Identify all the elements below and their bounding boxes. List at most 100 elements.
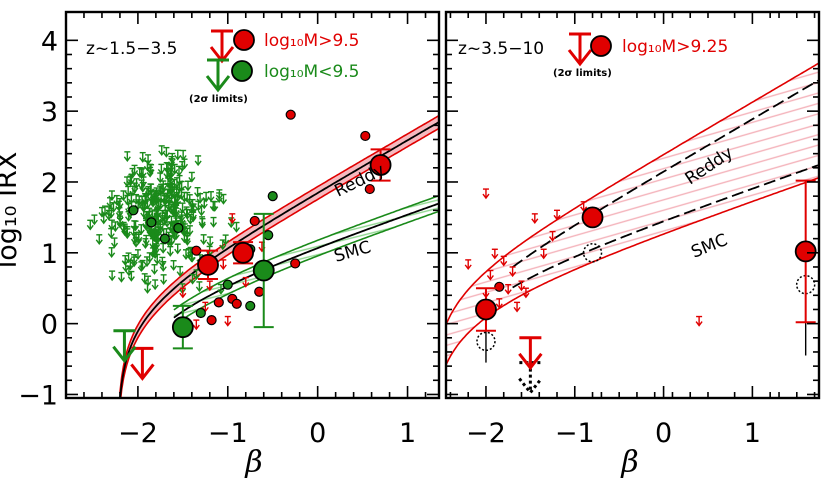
green-upper-limit-head [200, 203, 208, 210]
green-upper-limit-head [106, 202, 114, 208]
green-upper-limit-head [107, 212, 115, 219]
green-upper-limit-head [138, 265, 147, 271]
green-upper-limit-head [166, 251, 174, 257]
smc-dashed-curve [512, 163, 819, 289]
green-upper-limit-head [189, 216, 197, 223]
green-upper-limit-head [137, 229, 145, 235]
green-upper-limit-head [142, 224, 150, 231]
green-upper-limit-head [183, 238, 191, 244]
green-stacked-point [252, 259, 275, 282]
green-point [263, 230, 274, 241]
green-upper-limit-head [136, 172, 144, 178]
red-upper-limit-head [464, 264, 472, 271]
green-upper-limit-head [123, 156, 131, 163]
left-x-axis-label: β [244, 445, 262, 480]
green-upper-limit-head [130, 169, 139, 176]
red-stacked-limit-head [518, 352, 543, 371]
green-upper-limit-head [157, 168, 165, 175]
left-xtick-label: −2 [118, 418, 158, 449]
green-upper-limit-head [188, 257, 196, 263]
left-ytick-label: 2 [41, 168, 58, 199]
dotted-comparison-point [795, 274, 816, 295]
reddy-band [119, 115, 439, 398]
red-upper-limit-head [695, 321, 703, 327]
green-upper-limit-head [107, 233, 115, 239]
green-upper-limit-head [194, 160, 202, 167]
right-limits-note: (2σ limits) [553, 68, 612, 79]
green-upper-limit-head [227, 222, 235, 229]
dotted-comparison-point [476, 331, 496, 352]
green-upper-limit-head [125, 270, 133, 277]
green-upper-limit-head [130, 225, 138, 232]
red-upper-limit-head [553, 214, 561, 221]
green-upper-limit-head [170, 265, 178, 271]
green-upper-limit-head [196, 198, 204, 204]
right-xtick-label: −1 [555, 418, 595, 449]
green-upper-limit-head [142, 199, 150, 206]
green-upper-limit-head [139, 157, 147, 163]
reddy-dashed-curve [512, 78, 819, 268]
green-upper-limit-head [158, 261, 166, 268]
green-upper-limit-head [174, 154, 182, 161]
right-x-axis-label: β [620, 445, 638, 480]
green-upper-limit-head [209, 206, 217, 212]
green-upper-limit-head [108, 252, 116, 258]
green-upper-limit-head [180, 163, 189, 170]
red-point [231, 298, 242, 309]
green-stacked-limit-head [112, 345, 137, 364]
red-stacked-point [197, 253, 219, 276]
red-stacked-point [794, 240, 817, 263]
legend-red-limit-icon-head [567, 49, 593, 67]
legend-green-circle-icon [231, 60, 253, 82]
green-upper-limit-head [164, 182, 172, 189]
green-upper-limit-head [172, 209, 180, 216]
green-upper-limit-head [95, 239, 103, 245]
y-axis-label: log₁₀ IRX [0, 152, 23, 269]
green-upper-limit-head [131, 187, 139, 194]
red-upper-limit-head [219, 264, 227, 271]
reddy-band-edge [119, 127, 439, 398]
green-upper-limit-head [173, 197, 181, 203]
red-stacked-point [232, 241, 254, 264]
green-upper-limit-head [130, 261, 138, 268]
green-upper-limit-head [219, 199, 228, 205]
green-point [267, 191, 278, 202]
red-point [364, 183, 375, 195]
green-upper-limit-head [127, 276, 135, 282]
green-point [159, 233, 170, 244]
green-upper-limit-head [124, 216, 133, 222]
green-upper-limit-head [100, 218, 108, 225]
green-upper-limit-head [168, 158, 176, 164]
green-upper-limit-head [222, 239, 230, 246]
green-upper-limit-head [158, 150, 166, 157]
red-stacked-point [369, 154, 392, 176]
green-upper-limit-head [157, 198, 165, 204]
left-xtick-label: 0 [309, 418, 326, 449]
green-upper-limit-head [101, 210, 109, 217]
green-upper-limit-head [132, 242, 140, 248]
legend-red-circle-icon [233, 29, 255, 51]
green-upper-limit-head [146, 231, 154, 237]
green-upper-limit-head [141, 243, 149, 249]
green-upper-limit-head [185, 253, 193, 259]
red-upper-limit-head [206, 285, 214, 292]
red-upper-limit-head [509, 271, 517, 278]
red-point [285, 109, 296, 120]
green-upper-limit-head [153, 212, 161, 219]
legend-label: log₁₀M>9.25 [622, 37, 728, 57]
green-upper-limit-head [149, 202, 157, 208]
red-upper-limit-head [580, 206, 588, 212]
right-xtick-label: 0 [655, 418, 672, 449]
left-xtick-label: 1 [399, 418, 416, 449]
green-upper-limit-head [146, 171, 154, 178]
green-upper-limit-head [154, 237, 162, 244]
right-band-edge [446, 62, 819, 327]
green-stacked-point [171, 316, 194, 339]
green-upper-limit-head [219, 244, 227, 251]
left-ytick-label: 4 [41, 26, 58, 57]
green-upper-limit-head [197, 210, 206, 217]
green-upper-limit-head [108, 195, 116, 202]
green-upper-limit-head [167, 161, 176, 167]
green-upper-limit-head [173, 191, 181, 198]
green-upper-limit-head [146, 168, 154, 175]
